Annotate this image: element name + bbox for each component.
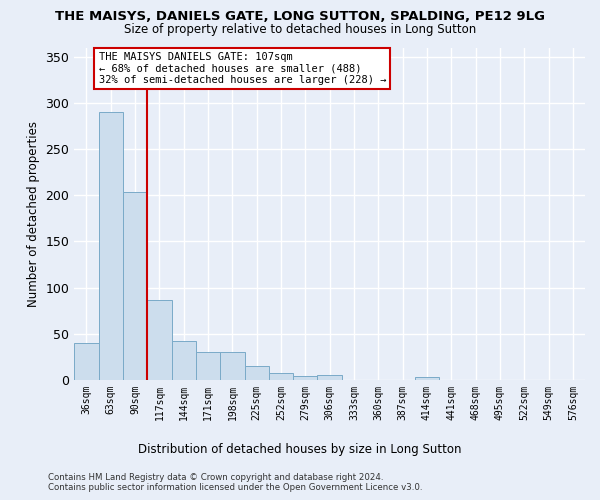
Bar: [98, 112, 123, 380]
Bar: [293, 376, 317, 380]
Bar: [196, 352, 220, 380]
Bar: [147, 300, 172, 380]
Text: Contains public sector information licensed under the Open Government Licence v3: Contains public sector information licen…: [48, 482, 422, 492]
Y-axis label: Number of detached properties: Number of detached properties: [27, 120, 40, 306]
Bar: [220, 352, 245, 380]
Bar: [415, 377, 439, 380]
Text: Size of property relative to detached houses in Long Sutton: Size of property relative to detached ho…: [124, 22, 476, 36]
Text: THE MAISYS DANIELS GATE: 107sqm
← 68% of detached houses are smaller (488)
32% o: THE MAISYS DANIELS GATE: 107sqm ← 68% of…: [98, 52, 386, 86]
Text: THE MAISYS, DANIELS GATE, LONG SUTTON, SPALDING, PE12 9LG: THE MAISYS, DANIELS GATE, LONG SUTTON, S…: [55, 10, 545, 23]
Bar: [269, 372, 293, 380]
Bar: [123, 192, 147, 380]
Bar: [317, 376, 342, 380]
Bar: [74, 343, 98, 380]
Bar: [172, 341, 196, 380]
Text: Contains HM Land Registry data © Crown copyright and database right 2024.: Contains HM Land Registry data © Crown c…: [48, 472, 383, 482]
Bar: [245, 366, 269, 380]
Text: Distribution of detached houses by size in Long Sutton: Distribution of detached houses by size …: [138, 442, 462, 456]
